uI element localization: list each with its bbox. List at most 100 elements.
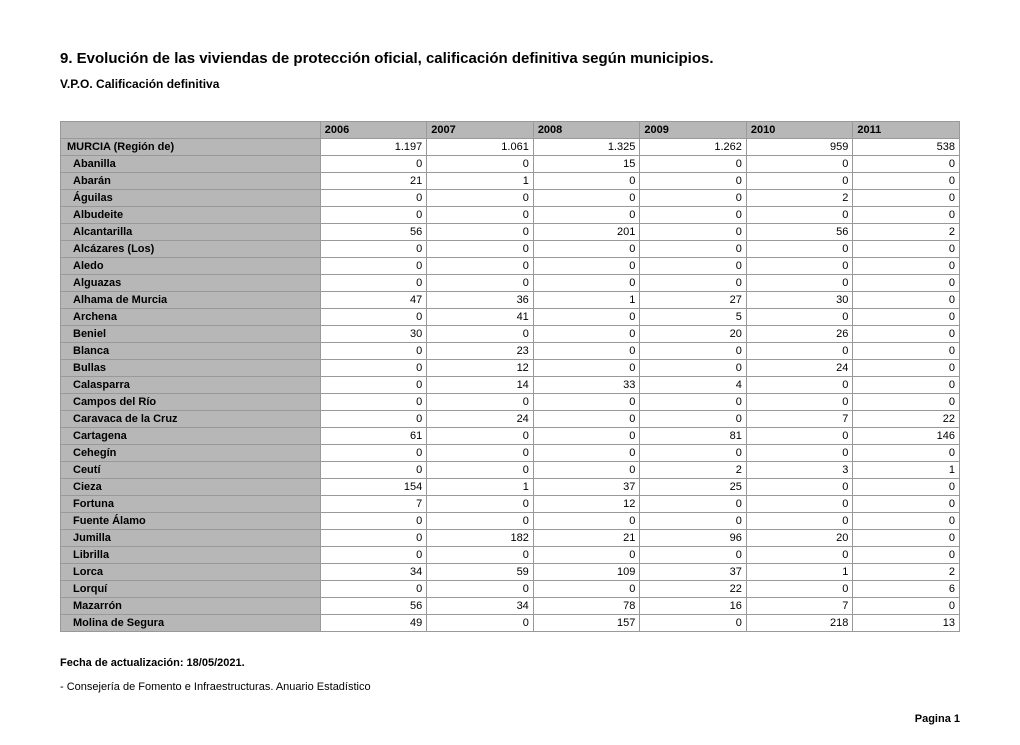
data-cell: 7 [320, 496, 427, 513]
data-cell: 0 [533, 445, 640, 462]
table-row: Alguazas000000 [61, 275, 960, 292]
data-cell: 2 [853, 224, 960, 241]
data-cell: 0 [640, 207, 747, 224]
data-cell: 0 [640, 360, 747, 377]
data-cell: 0 [320, 360, 427, 377]
data-cell: 30 [746, 292, 853, 309]
data-cell: 4 [640, 377, 747, 394]
data-cell: 0 [320, 258, 427, 275]
data-cell: 13 [853, 615, 960, 632]
data-cell: 0 [427, 513, 534, 530]
data-cell: 0 [320, 530, 427, 547]
data-cell: 0 [640, 547, 747, 564]
data-cell: 0 [853, 326, 960, 343]
row-label: Aledo [61, 258, 321, 275]
data-cell: 0 [320, 377, 427, 394]
footer-source: - Consejería de Fomento e Infraestructur… [60, 681, 960, 693]
data-cell: 0 [640, 173, 747, 190]
data-cell: 0 [853, 156, 960, 173]
data-cell: 2 [640, 462, 747, 479]
data-cell: 0 [853, 530, 960, 547]
data-cell: 0 [853, 496, 960, 513]
table-row: Blanca0230000 [61, 343, 960, 360]
data-cell: 34 [427, 598, 534, 615]
data-cell: 0 [640, 275, 747, 292]
data-cell: 5 [640, 309, 747, 326]
table-header-cell: 2007 [427, 122, 534, 139]
data-cell: 12 [427, 360, 534, 377]
data-cell: 0 [533, 462, 640, 479]
data-cell: 0 [746, 513, 853, 530]
data-cell: 20 [640, 326, 747, 343]
data-cell: 0 [746, 377, 853, 394]
table-row: Alcázares (Los)000000 [61, 241, 960, 258]
data-cell: 1.325 [533, 139, 640, 156]
table-row: Caravaca de la Cruz02400722 [61, 411, 960, 428]
row-label: Abanilla [61, 156, 321, 173]
data-cell: 0 [746, 581, 853, 598]
table-header-cell: 2008 [533, 122, 640, 139]
data-cell: 0 [640, 156, 747, 173]
row-label: Fuente Álamo [61, 513, 321, 530]
data-cell: 0 [640, 411, 747, 428]
row-label: Alcázares (Los) [61, 241, 321, 258]
data-cell: 34 [320, 564, 427, 581]
data-cell: 23 [427, 343, 534, 360]
data-cell: 59 [427, 564, 534, 581]
row-label: Archena [61, 309, 321, 326]
table-row: Cieza1541372500 [61, 479, 960, 496]
data-cell: 6 [853, 581, 960, 598]
data-cell: 0 [533, 513, 640, 530]
data-cell: 0 [640, 394, 747, 411]
data-cell: 0 [320, 156, 427, 173]
data-cell: 0 [320, 394, 427, 411]
table-row: Archena0410500 [61, 309, 960, 326]
data-cell: 0 [853, 241, 960, 258]
row-label: Cehegín [61, 445, 321, 462]
data-cell: 1 [427, 479, 534, 496]
data-cell: 24 [746, 360, 853, 377]
data-cell: 56 [746, 224, 853, 241]
data-table: 200620072008200920102011 MURCIA (Región … [60, 121, 960, 632]
data-cell: 538 [853, 139, 960, 156]
table-row: Beniel300020260 [61, 326, 960, 343]
data-cell: 49 [320, 615, 427, 632]
page-number: Pagina 1 [60, 713, 960, 725]
table-row: Cehegín000000 [61, 445, 960, 462]
data-cell: 0 [853, 292, 960, 309]
data-cell: 0 [746, 258, 853, 275]
row-label: Beniel [61, 326, 321, 343]
data-cell: 0 [533, 190, 640, 207]
data-cell: 201 [533, 224, 640, 241]
table-row: Molina de Segura490157021813 [61, 615, 960, 632]
data-cell: 0 [427, 326, 534, 343]
row-label: Cieza [61, 479, 321, 496]
table-row: Abanilla0015000 [61, 156, 960, 173]
table-row: MURCIA (Región de)1.1971.0611.3251.26295… [61, 139, 960, 156]
data-cell: 96 [640, 530, 747, 547]
data-cell: 12 [533, 496, 640, 513]
data-cell: 0 [427, 207, 534, 224]
footer: Fecha de actualización: 18/05/2021. - Co… [60, 657, 960, 693]
data-cell: 24 [427, 411, 534, 428]
data-cell: 3 [746, 462, 853, 479]
data-cell: 0 [427, 547, 534, 564]
data-cell: 0 [427, 224, 534, 241]
data-cell: 0 [853, 207, 960, 224]
data-cell: 0 [640, 615, 747, 632]
table-row: Ceutí000231 [61, 462, 960, 479]
data-cell: 56 [320, 598, 427, 615]
data-cell: 0 [427, 445, 534, 462]
table-row: Mazarrón5634781670 [61, 598, 960, 615]
row-label: Lorquí [61, 581, 321, 598]
data-cell: 37 [640, 564, 747, 581]
data-cell: 0 [427, 258, 534, 275]
data-cell: 0 [533, 275, 640, 292]
data-cell: 0 [320, 309, 427, 326]
data-cell: 0 [853, 445, 960, 462]
row-label: Campos del Río [61, 394, 321, 411]
data-cell: 81 [640, 428, 747, 445]
row-label: Abarán [61, 173, 321, 190]
row-label: Molina de Segura [61, 615, 321, 632]
page-subtitle: V.P.O. Calificación definitiva [60, 77, 960, 91]
